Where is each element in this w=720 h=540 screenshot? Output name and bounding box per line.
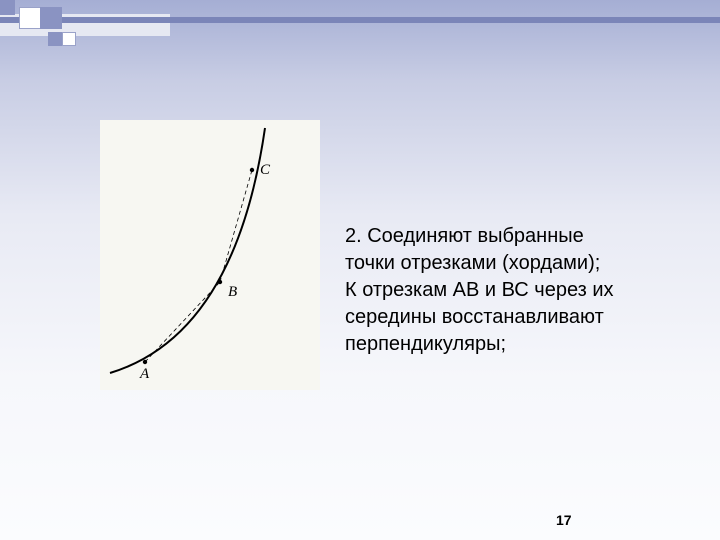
instruction-line: точки отрезками (хордами); bbox=[345, 252, 600, 274]
instruction-line: 2. Соединяют выбранные bbox=[345, 225, 584, 247]
label-a: А bbox=[139, 366, 150, 382]
page-number: 17 bbox=[556, 512, 572, 528]
point-b bbox=[218, 280, 222, 284]
instruction-line: середины восстанавливают bbox=[345, 306, 604, 328]
deco-bar-light bbox=[0, 14, 170, 36]
instruction-line: К отрезкам АВ и ВС через их bbox=[345, 279, 614, 301]
geometry-diagram: А В С bbox=[100, 120, 320, 390]
label-b: В bbox=[228, 284, 237, 300]
point-c bbox=[250, 168, 254, 172]
deco-square bbox=[0, 0, 15, 15]
deco-square bbox=[19, 7, 41, 29]
deco-bar-dark bbox=[0, 17, 720, 23]
slide: А В С 2. Соединяют выбранные точки отрезка… bbox=[0, 0, 720, 540]
label-c: С bbox=[260, 162, 271, 178]
deco-square bbox=[62, 32, 76, 46]
deco-square bbox=[40, 7, 62, 29]
point-a bbox=[143, 360, 147, 364]
instruction-line: перпендикуляры; bbox=[345, 333, 506, 355]
instruction-text: 2. Соединяют выбранные точки отрезками (… bbox=[345, 223, 665, 358]
top-decoration bbox=[0, 0, 720, 55]
deco-square bbox=[48, 32, 62, 46]
